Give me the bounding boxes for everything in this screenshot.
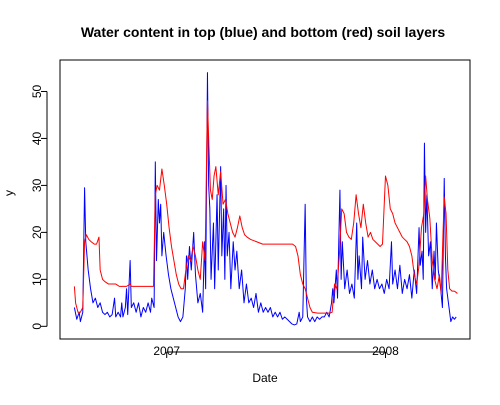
plot-frame bbox=[59, 59, 471, 340]
y-tick-label-40: 40 bbox=[30, 131, 44, 145]
x-tick-label-2008: 2008 bbox=[372, 344, 399, 358]
y-tick-label-10: 10 bbox=[30, 272, 44, 286]
axis-layer: 2007 2008 0 10 20 30 40 50 bbox=[30, 84, 399, 358]
y-tick-label-20: 20 bbox=[30, 225, 44, 239]
series-layer bbox=[73, 72, 458, 326]
y-tick-label-30: 30 bbox=[30, 178, 44, 192]
series-line-2 bbox=[73, 100, 458, 314]
x-axis-label: Date bbox=[252, 371, 278, 385]
chart-title: Water content in top (blue) and bottom (… bbox=[81, 24, 445, 40]
y-axis-label: y bbox=[2, 190, 16, 196]
y-tick-label-0: 0 bbox=[30, 323, 44, 330]
x-tick-label-2007: 2007 bbox=[153, 344, 180, 358]
y-tick-label-50: 50 bbox=[30, 84, 44, 98]
series-line-1 bbox=[73, 72, 457, 326]
